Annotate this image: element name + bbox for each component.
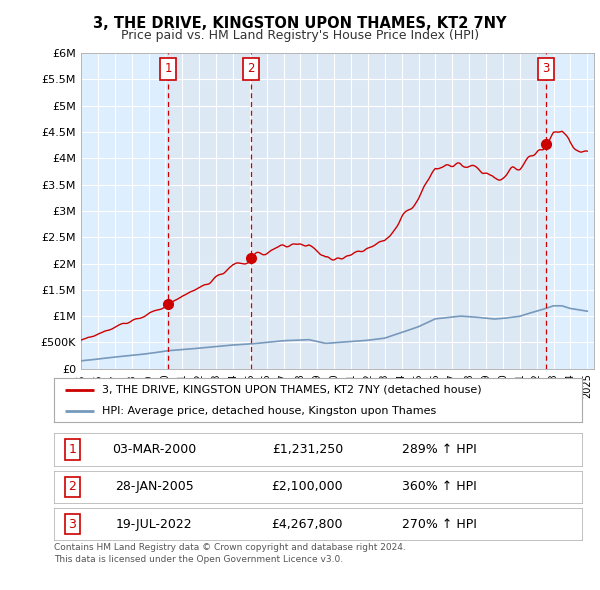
Text: 19-JUL-2022: 19-JUL-2022 [116,517,193,530]
Text: £2,100,000: £2,100,000 [272,480,343,493]
Text: 289% ↑ HPI: 289% ↑ HPI [402,443,477,456]
Text: HPI: Average price, detached house, Kingston upon Thames: HPI: Average price, detached house, King… [101,406,436,416]
Text: 3, THE DRIVE, KINGSTON UPON THAMES, KT2 7NY (detached house): 3, THE DRIVE, KINGSTON UPON THAMES, KT2 … [101,385,481,395]
Text: £4,267,800: £4,267,800 [272,517,343,530]
Text: 270% ↑ HPI: 270% ↑ HPI [402,517,477,530]
Text: 2: 2 [68,480,76,493]
Text: Contains HM Land Registry data © Crown copyright and database right 2024.
This d: Contains HM Land Registry data © Crown c… [54,543,406,564]
Text: 03-MAR-2000: 03-MAR-2000 [112,443,196,456]
Text: 2: 2 [247,63,254,76]
Text: 3: 3 [542,63,550,76]
Text: 1: 1 [68,443,76,456]
Text: 1: 1 [164,63,172,76]
Text: 28-JAN-2005: 28-JAN-2005 [115,480,194,493]
Text: 3: 3 [68,517,76,530]
Text: £1,231,250: £1,231,250 [272,443,343,456]
Text: 360% ↑ HPI: 360% ↑ HPI [402,480,477,493]
Bar [168,53,546,369]
Text: 3, THE DRIVE, KINGSTON UPON THAMES, KT2 7NY: 3, THE DRIVE, KINGSTON UPON THAMES, KT2 … [93,16,507,31]
Text: Price paid vs. HM Land Registry's House Price Index (HPI): Price paid vs. HM Land Registry's House … [121,30,479,42]
